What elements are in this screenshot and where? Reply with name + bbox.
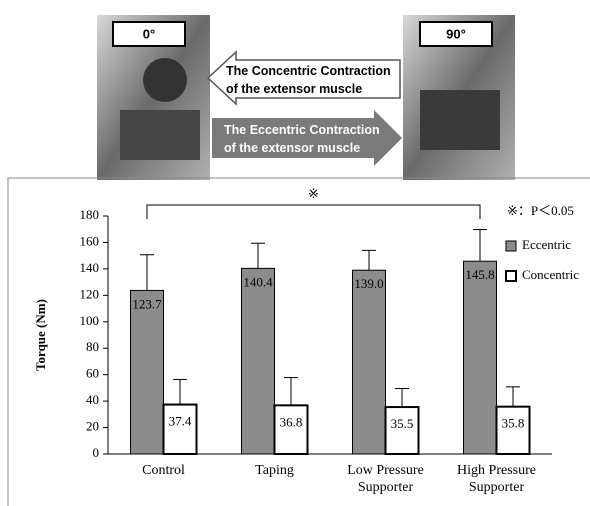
- page: 0° 90° Torque (Nm) ※：P＜0.05 0 20 40 60 80 100…: [0, 0, 590, 506]
- value-label: 140.4: [243, 274, 273, 289]
- y-tick-label: 40: [86, 392, 99, 407]
- bar: [464, 261, 497, 454]
- y-tick-label: 120: [80, 286, 100, 301]
- value-label: 145.8: [465, 267, 494, 282]
- bar: [164, 405, 197, 454]
- y-tick-label: 60: [86, 366, 99, 381]
- x-tick-label: Taping: [220, 462, 330, 479]
- y-tick-label: 80: [86, 339, 99, 354]
- legend-swatch: [506, 241, 516, 251]
- bar: [353, 270, 386, 454]
- arrow-text: The Eccentric Contraction of the extenso…: [224, 121, 380, 157]
- y-tick-label: 180: [80, 207, 100, 222]
- bar: [275, 405, 308, 454]
- x-tick-label: High Pressure Supporter: [442, 462, 552, 496]
- value-label: 35.8: [502, 416, 525, 431]
- bar: [131, 290, 164, 454]
- bar: [242, 268, 275, 454]
- x-tick-label: Control: [109, 462, 219, 479]
- arrow-text: The Concentric Contraction of the extens…: [226, 62, 391, 98]
- legend-label: Concentric: [522, 267, 579, 282]
- y-tick-label: 20: [86, 419, 99, 434]
- x-tick-label: Low Pressure Supporter: [331, 462, 441, 496]
- value-label: 36.8: [280, 414, 303, 429]
- y-tick-label: 0: [93, 445, 100, 460]
- photo-detail: [143, 58, 187, 102]
- photo-detail: [120, 110, 200, 160]
- value-label: 35.5: [391, 416, 414, 431]
- annotation: ※：P＜0.05: [507, 203, 574, 218]
- photo-detail: [420, 90, 500, 150]
- value-label: 37.4: [169, 414, 192, 429]
- y-tick-label: 160: [80, 233, 100, 248]
- value-label: 123.7: [132, 296, 162, 311]
- significance-bracket: [147, 205, 480, 219]
- significance-label: ※: [308, 186, 319, 201]
- value-label: 139.0: [354, 276, 383, 291]
- y-tick-label: 140: [80, 260, 100, 275]
- legend-swatch: [506, 271, 516, 281]
- y-tick-label: 100: [80, 313, 100, 328]
- y-axis-label: Torque (Nm): [33, 299, 48, 371]
- angle-label: 90°: [446, 26, 466, 41]
- angle-label: 0°: [143, 26, 155, 41]
- legend-label: Eccentric: [522, 237, 571, 252]
